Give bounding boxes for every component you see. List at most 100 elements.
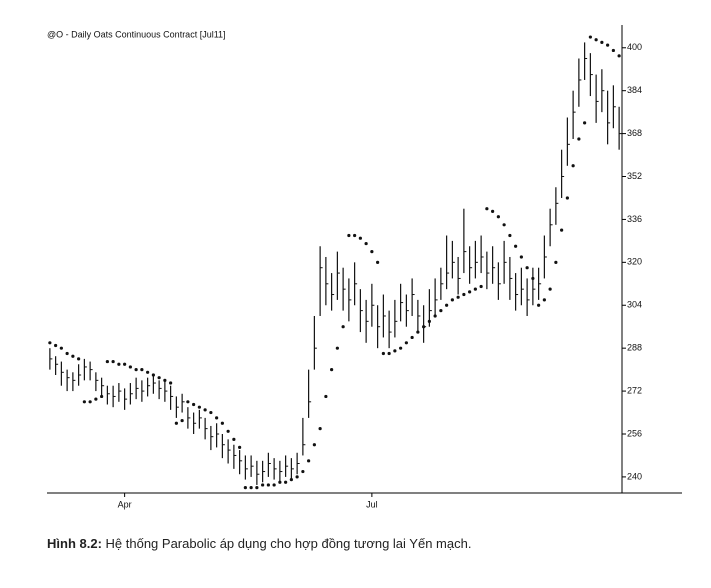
y-tick-label: 272 xyxy=(627,385,642,395)
sar-dot xyxy=(341,325,345,329)
sar-dot xyxy=(59,346,63,350)
sar-dot xyxy=(82,400,86,404)
y-tick-label: 368 xyxy=(627,128,642,138)
sar-dot xyxy=(54,343,58,348)
sar-dot xyxy=(220,421,224,425)
sar-dot xyxy=(347,233,351,238)
sar-dot xyxy=(157,376,161,380)
sar-dot xyxy=(266,483,270,487)
sar-dot xyxy=(577,137,581,141)
sar-dot xyxy=(358,236,362,240)
sar-dot xyxy=(554,260,558,264)
sar-dot xyxy=(151,373,155,377)
sar-dot xyxy=(606,43,610,47)
x-tick-label: Jul xyxy=(366,499,378,509)
sar-dot xyxy=(77,357,81,361)
caption: Hình 8.2: Hệ thống Parabolic áp dụng cho… xyxy=(47,536,471,551)
sar-dot xyxy=(496,215,500,219)
sar-dot xyxy=(174,421,178,425)
sar-dot xyxy=(542,298,546,302)
sar-dot xyxy=(571,164,575,168)
sar-dot xyxy=(128,365,132,369)
sar-dot xyxy=(94,397,98,401)
sar-dot xyxy=(203,408,207,412)
sar-dot xyxy=(255,486,259,490)
sar-dot xyxy=(180,418,184,423)
sar-dot xyxy=(427,319,431,323)
sar-dot xyxy=(548,287,552,291)
sar-dot xyxy=(387,351,391,356)
sar-dot xyxy=(445,303,449,307)
sar-dot xyxy=(404,341,408,345)
caption-label: Hình 8.2: xyxy=(47,536,102,551)
sar-dot xyxy=(163,378,167,382)
y-tick-label: 384 xyxy=(627,85,642,95)
sar-dot xyxy=(514,244,518,248)
sar-dot xyxy=(48,341,52,345)
sar-dot xyxy=(381,351,385,356)
sar-dot xyxy=(261,483,265,487)
sar-dot xyxy=(197,405,201,409)
sar-dot xyxy=(111,359,115,364)
sar-dot xyxy=(100,394,104,399)
sar-dot xyxy=(146,370,150,374)
sar-dot xyxy=(226,429,230,433)
sar-dot xyxy=(370,250,374,254)
sar-dot xyxy=(289,477,293,482)
sar-dot xyxy=(335,346,339,350)
caption-text: Hệ thống Parabolic áp dụng cho hợp đồng … xyxy=(102,536,472,551)
sar-dot xyxy=(71,354,75,358)
y-tick-label: 400 xyxy=(627,42,642,52)
sar-dot xyxy=(312,443,316,447)
y-tick-label: 256 xyxy=(627,428,642,438)
sar-dot xyxy=(491,209,495,213)
sar-dot xyxy=(376,260,380,264)
sar-dot xyxy=(537,303,541,307)
chart-title: @O - Daily Oats Continuous Contract [Jul… xyxy=(47,29,226,39)
sar-dot xyxy=(508,233,512,238)
sar-dot xyxy=(364,241,368,246)
sar-dot xyxy=(462,292,466,297)
sar-dot xyxy=(439,309,443,313)
sar-dot xyxy=(307,459,311,463)
sar-dot xyxy=(565,196,569,200)
y-tick-label: 320 xyxy=(627,257,642,267)
sar-dot xyxy=(215,416,219,420)
sar-dot xyxy=(450,298,454,302)
sar-dot xyxy=(88,400,92,404)
sar-dot xyxy=(324,394,328,399)
sar-dot xyxy=(65,351,69,356)
sar-dot xyxy=(278,480,282,484)
sar-dot xyxy=(140,368,144,372)
sar-dot xyxy=(353,233,357,238)
sar-dot xyxy=(105,359,109,364)
sar-dot xyxy=(249,486,253,490)
sar-dot xyxy=(393,349,397,353)
sar-dot xyxy=(502,223,506,227)
sar-dot xyxy=(485,207,489,211)
sar-dot xyxy=(519,255,523,259)
sar-dot xyxy=(123,362,127,366)
sar-dot xyxy=(600,40,604,45)
y-tick-label: 288 xyxy=(627,343,642,353)
sar-dot xyxy=(588,35,592,39)
sar-dot xyxy=(330,368,334,372)
sar-dot xyxy=(531,276,535,281)
sar-dot xyxy=(583,121,587,125)
sar-dot xyxy=(468,290,472,294)
sar-dot xyxy=(473,287,477,291)
sar-dot xyxy=(117,362,121,366)
sar-dot xyxy=(243,486,247,490)
sar-dot xyxy=(169,381,173,385)
sar-dot xyxy=(479,284,483,289)
y-tick-label: 352 xyxy=(627,171,642,181)
sar-dot xyxy=(232,437,236,441)
x-tick-label: Apr xyxy=(118,499,132,509)
sar-dot xyxy=(192,402,196,407)
sar-dot xyxy=(301,469,305,474)
sar-dot xyxy=(410,335,414,340)
y-tick-label: 304 xyxy=(627,300,642,310)
y-tick-label: 336 xyxy=(627,214,642,224)
sar-dot xyxy=(560,228,564,232)
